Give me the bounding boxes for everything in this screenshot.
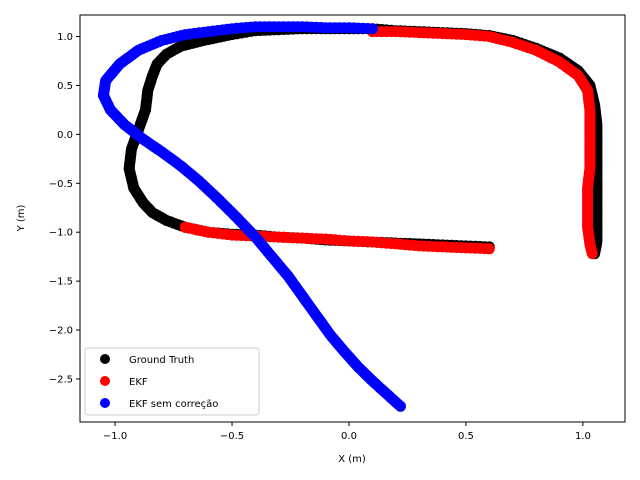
plot-marks [97,21,603,412]
series-ekf [179,26,598,260]
point-ekf-sem-correcao [395,400,406,412]
y-tick-label: −1.0 [49,228,73,239]
y-tick-label: −2.5 [49,374,73,385]
series-ground-truth [123,23,603,260]
y-tick-label: −1.5 [49,277,73,288]
x-tick-label: −0.5 [220,431,244,442]
legend-label-ekf-sem-correcao: EKF sem correção [129,399,218,410]
y-tick-label: −2.0 [49,326,73,337]
legend: Ground Truth EKF EKF sem correção [84,347,260,416]
x-tick-label: 1.0 [575,431,591,442]
y-tick-label: −0.5 [49,179,73,190]
series-ekf-sem-correcao [97,21,406,412]
legend-marker-ekf [100,376,110,386]
x-tick-label: 0.0 [341,431,357,442]
y-axis-label: Y (m) [16,204,27,232]
legend-label-ekf: EKF [129,377,148,388]
plot-frame [79,14,626,423]
x-tick-label: −1.0 [103,431,127,442]
legend-label-ground-truth: Ground Truth [129,355,194,366]
x-axis: −1.0 −0.5 0.0 0.5 1.0 [103,422,591,442]
legend-marker-ground-truth [100,354,110,364]
y-tick-label: 1.0 [57,32,73,43]
y-tick-label: 0.5 [57,81,73,92]
x-axis-label: X (m) [338,454,366,465]
point-ekf [179,221,191,233]
legend-marker-ekf-sem-correcao [100,398,110,408]
y-axis: 1.0 0.5 0.0 −0.5 −1.0 −1.5 −2.0 −2.5 [49,32,80,385]
legend-box [84,347,260,416]
point-ekf [586,248,598,260]
y-tick-label: 0.0 [57,130,73,141]
x-tick-label: 0.5 [458,431,474,442]
